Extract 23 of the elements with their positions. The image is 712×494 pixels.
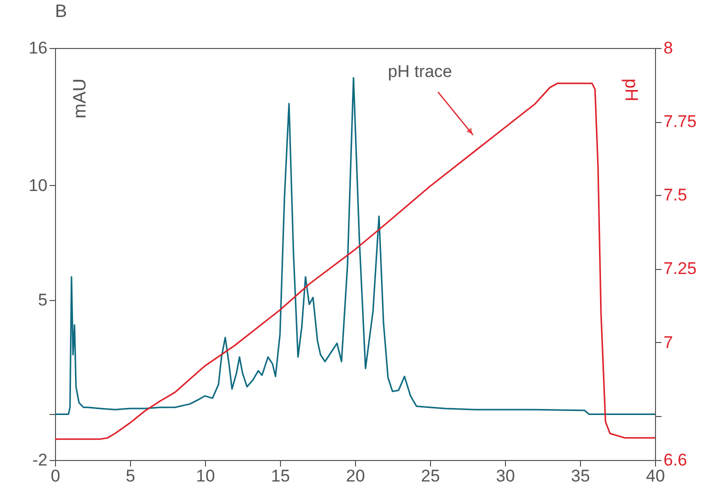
x-tick-label: 35: [571, 466, 590, 486]
y2-tick-label: 6.6: [664, 450, 688, 470]
y-tick-label: 10: [28, 176, 48, 195]
y2-tick-label: 7.75: [664, 112, 697, 132]
x-tick-label: 15: [271, 466, 290, 486]
y2-tick-label: 7.25: [664, 259, 697, 278]
y2-tick-label: 8: [664, 38, 673, 58]
y-axis-title: mAU: [70, 78, 90, 118]
y2-tick-label: 7.5: [664, 186, 688, 205]
x-tick-label: 10: [196, 466, 215, 486]
y2-axis-title: pH: [622, 78, 642, 102]
x-tick-label: 0: [50, 466, 60, 486]
y-tick-label: 5: [38, 290, 48, 310]
y-tick-label: -2: [32, 450, 48, 470]
x-tick-label: 20: [346, 466, 365, 486]
x-tick-label: 25: [421, 466, 440, 486]
x-tick-label: 40: [646, 466, 665, 486]
annotation: pH trace: [388, 62, 452, 81]
chart-title: B: [55, 1, 68, 21]
y-tick-label: 16: [28, 38, 48, 58]
y2-tick-label: 7: [664, 332, 673, 352]
x-tick-label: 5: [126, 466, 136, 486]
x-tick-label: 30: [496, 466, 515, 486]
